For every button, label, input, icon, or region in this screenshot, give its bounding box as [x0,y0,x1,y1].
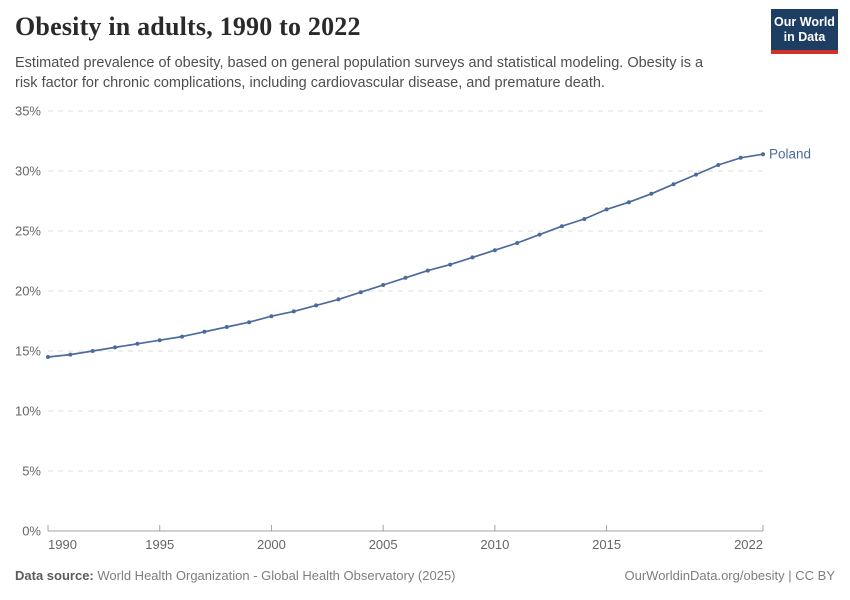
data-point [403,275,408,280]
data-point [247,320,252,325]
data-point [448,262,453,267]
data-point [314,303,319,308]
data-point [358,290,363,295]
data-point [604,207,609,212]
y-axis-tick-label: 15% [15,344,41,359]
owid-logo-line1: Our World [774,14,835,29]
data-point [738,155,743,160]
data-point [336,297,341,302]
chart-footer: Data source: World Health Organization -… [15,568,835,583]
x-axis-tick-label: 2010 [480,537,509,552]
y-axis-tick-label: 20% [15,284,41,299]
x-axis-tick-label: 2000 [257,537,286,552]
data-source-note: Data source: World Health Organization -… [15,568,456,583]
data-point [68,352,73,357]
data-point [761,152,765,157]
x-axis-tick-label: 1990 [48,537,77,552]
data-source-label: Data source: [15,568,94,583]
y-axis-tick-label: 35% [15,104,41,119]
x-axis-tick-label: 2022 [734,537,763,552]
data-point [470,255,475,260]
data-point [90,349,95,353]
y-axis-tick-label: 10% [15,404,41,419]
data-point [694,172,698,177]
data-point [671,182,676,187]
data-point [381,283,386,287]
data-source-value: World Health Organization - Global Healt… [93,568,456,583]
data-point [492,248,497,253]
data-point [269,314,274,319]
data-point [425,268,430,273]
data-point [716,163,721,167]
chart-subtitle: Estimated prevalence of obesity, based o… [15,55,704,91]
credit-link[interactable]: OurWorldinData.org/obesity | CC BY [624,568,836,583]
data-point [291,309,296,314]
data-point [515,241,520,245]
x-axis-tick-label: 2005 [369,537,398,552]
y-axis-tick-label: 30% [15,164,41,179]
owid-logo-line2: in Data [783,29,826,44]
x-axis-tick-label: 2015 [592,537,621,552]
entity-label[interactable]: Poland [769,147,811,162]
data-point [157,338,162,343]
data-point [224,325,229,329]
data-point [582,217,587,221]
data-point [113,345,117,350]
y-axis-tick-label: 5% [22,464,41,479]
data-point [202,329,207,334]
data-point [537,232,542,237]
y-axis-tick-label: 0% [22,524,41,539]
data-point [559,224,564,229]
page-title: Obesity in adults, 1990 to 2022 [15,12,361,41]
owid-logo[interactable]: Our World in Data [771,9,838,54]
series-line [47,153,764,358]
data-point [626,200,631,205]
y-axis-tick-label: 25% [15,224,41,239]
x-axis-tick-label: 1995 [145,537,174,552]
data-point [649,191,654,196]
data-point [46,355,50,359]
data-point [135,341,140,346]
data-point [180,334,185,339]
